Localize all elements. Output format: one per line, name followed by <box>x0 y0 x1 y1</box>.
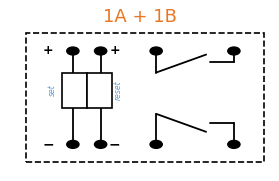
Circle shape <box>228 140 240 148</box>
Circle shape <box>67 140 79 148</box>
Text: reset: reset <box>114 81 123 100</box>
Text: set: set <box>47 85 57 96</box>
Text: −: − <box>42 137 54 151</box>
Circle shape <box>228 47 240 55</box>
Circle shape <box>150 47 162 55</box>
Text: +: + <box>109 45 120 58</box>
Circle shape <box>67 47 79 55</box>
Bar <box>62 73 87 108</box>
Text: +: + <box>43 45 53 58</box>
Bar <box>87 73 112 108</box>
Circle shape <box>150 140 162 148</box>
Text: −: − <box>109 137 120 151</box>
Circle shape <box>95 140 107 148</box>
Text: 1A + 1B: 1A + 1B <box>103 8 176 26</box>
Circle shape <box>95 47 107 55</box>
Bar <box>26 33 264 162</box>
